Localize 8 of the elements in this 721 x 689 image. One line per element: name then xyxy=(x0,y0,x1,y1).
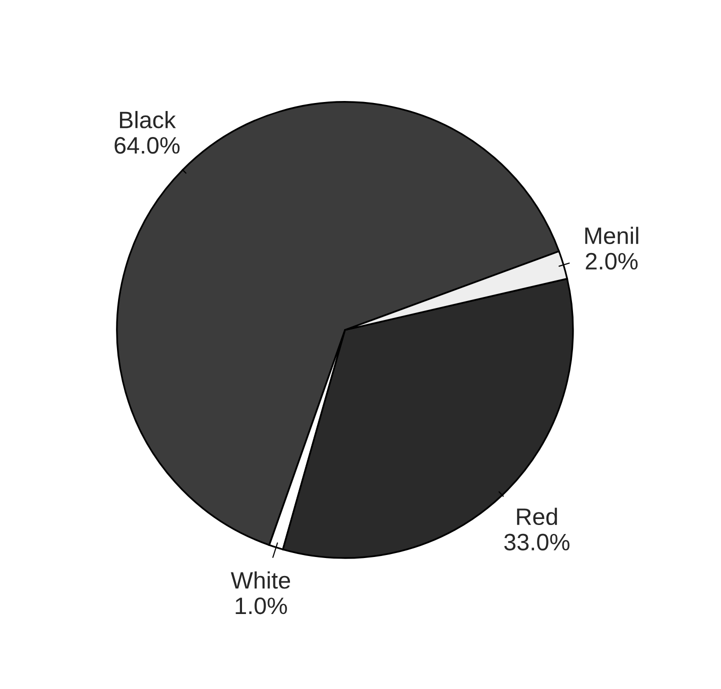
data-label: 64.0% xyxy=(114,137,180,154)
slice-label: Red xyxy=(517,508,557,526)
data-label: 33.0% xyxy=(504,534,570,550)
slice-label: Menil xyxy=(585,226,638,244)
slice-label: Black xyxy=(120,110,176,128)
slice-label: White xyxy=(230,571,290,589)
data-label: 1.0% xyxy=(236,597,287,614)
data-label: 2.0% xyxy=(586,252,638,270)
